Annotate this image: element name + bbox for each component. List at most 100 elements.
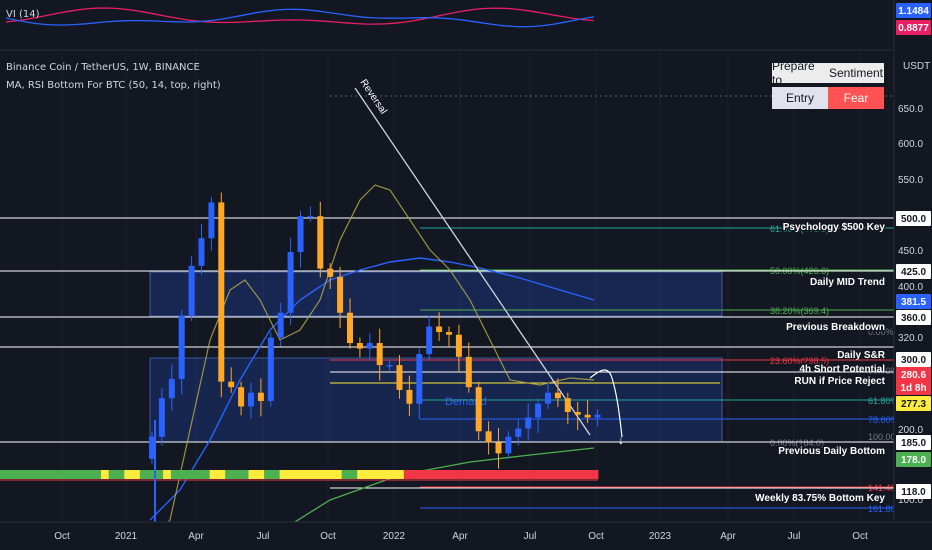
rsi-strip-seg-39	[302, 470, 312, 479]
rsi-strip-seg-42	[326, 470, 335, 479]
x-tick-5: 2022	[383, 531, 406, 542]
rsi-strip-seg-75	[582, 470, 591, 479]
rsi-strip-seg-22	[170, 470, 180, 479]
rsi-strip-seg-76	[590, 470, 599, 479]
sma-blue-line	[149, 257, 595, 521]
rsi-strip-seg-54	[419, 470, 428, 479]
rsi-strip-seg-32	[248, 470, 257, 479]
vi-indicator-label[interactable]: VI (14)	[6, 9, 40, 20]
price-badge-9: 277.3	[901, 399, 926, 410]
price-badge-11: 178.0	[901, 455, 926, 466]
rsi-strip-seg-8	[62, 470, 71, 479]
candle-1	[158, 398, 165, 437]
price-badge-bg-4	[896, 294, 931, 309]
price-badge-bg-8	[896, 380, 931, 395]
level-label-0: Psychology $500 Key	[783, 222, 886, 233]
candle-19	[337, 276, 344, 313]
rsi-strip-seg-44	[341, 470, 350, 479]
x-tick-9: 2023	[649, 531, 672, 542]
rsi-strip-seg-21	[163, 470, 172, 479]
fib-label-3: 23.60%(298.5)	[770, 356, 829, 366]
price-badge-bg-9	[896, 396, 931, 411]
candle-16	[307, 216, 314, 218]
candle-38	[525, 417, 532, 429]
y-tick-1: 600.0	[898, 139, 923, 150]
projection-arrow-path	[589, 369, 623, 438]
rsi-strip-seg-30	[233, 470, 242, 479]
candle-32	[465, 356, 472, 388]
rsi-strip-seg-13	[101, 470, 110, 479]
rsi-strip-seg-5	[38, 470, 47, 479]
rsi-strip-seg-1	[7, 470, 16, 479]
rsi-strip-seg-11	[85, 470, 94, 479]
rsi-strip-seg-26	[201, 470, 211, 479]
projection-arrow-head: ↓	[618, 433, 624, 447]
rsi-strip-seg-64	[497, 470, 506, 479]
fib-label-2: 38.20%(369.4)	[770, 306, 829, 316]
candle-12	[267, 337, 274, 401]
candle-31	[455, 334, 462, 357]
candle-25	[396, 365, 403, 390]
price-badge-bg-3	[896, 264, 931, 279]
sentiment-value-entry: Entry	[772, 87, 828, 109]
level-label-4: 4h Short Potential	[799, 364, 885, 375]
candle-23	[376, 343, 383, 366]
price-badge-7: 280.6	[901, 370, 926, 381]
x-tick-8: Oct	[588, 531, 604, 542]
fib-extra-label-0: 0.00%	[868, 327, 894, 337]
price-badge-10: 185.0	[901, 438, 926, 449]
price-badge-bg-12	[896, 484, 931, 499]
candle-44	[584, 414, 591, 418]
fib-label-8: 161.80%	[868, 504, 904, 514]
rsi-strip-seg-68	[528, 470, 537, 479]
level-label-2: Previous Breakdown	[786, 322, 885, 333]
price-badge-5: 360.0	[901, 313, 926, 324]
rsi-strip-seg-55	[427, 470, 436, 479]
rsi-strip-seg-4	[31, 470, 40, 479]
x-tick-3: Jul	[257, 531, 270, 542]
y-tick-2: 550.0	[898, 175, 923, 186]
price-badge-bg-10	[896, 435, 931, 450]
price-badge-8: 1d 8h	[900, 383, 926, 394]
price-badge-bg-1	[896, 20, 931, 35]
vi-minus-line	[5, 7, 595, 25]
rsi-strip-seg-35	[271, 470, 280, 479]
rsi-strip-seg-67	[520, 470, 529, 479]
price-badge-12: 118.0	[901, 487, 926, 498]
x-tick-7: Jul	[524, 531, 537, 542]
x-tick-4: Oct	[320, 531, 336, 542]
rsi-strip-seg-15	[116, 470, 125, 479]
candle-21	[356, 343, 363, 349]
rsi-strip-seg-2	[15, 470, 24, 479]
y-tick-4: 400.0	[898, 282, 923, 293]
candle-2	[168, 378, 175, 399]
y-tick-3: 450.0	[898, 246, 923, 257]
rsi-strip-seg-51	[396, 470, 405, 479]
fib-extra-label-1: 50.00%	[868, 366, 899, 376]
candle-3	[178, 315, 185, 379]
candle-39	[535, 403, 542, 418]
candle-5	[198, 238, 205, 266]
rsi-strip-seg-60	[466, 470, 475, 479]
indicator-title[interactable]: MA, RSI Bottom For BTC (50, 14, top, rig…	[6, 80, 221, 91]
candle-11	[257, 392, 264, 401]
fib-extra-label-2: 100.00%	[868, 432, 904, 442]
rsi-strip-seg-27	[209, 470, 218, 479]
rsi-strip-seg-59	[458, 470, 467, 479]
sentiment-header-sentiment: Sentiment	[828, 66, 884, 80]
rsi-strip-seg-63	[489, 470, 498, 479]
rsi-strip-seg-3	[23, 470, 32, 479]
rsi-strip-seg-6	[46, 470, 55, 479]
rsi-strip-seg-38	[295, 470, 304, 479]
candle-30	[446, 332, 452, 335]
candle-13	[277, 312, 284, 338]
candle-9	[238, 387, 245, 407]
rsi-strip-seg-36	[279, 470, 288, 479]
symbol-title[interactable]: Binance Coin / TetherUS, 1W, BINANCE	[6, 62, 200, 73]
rsi-strip-seg-52	[403, 470, 412, 479]
price-badge-3: 425.0	[901, 267, 926, 278]
rsi-strip-seg-9	[69, 470, 79, 479]
fib-label-5: 78.60%	[868, 415, 899, 425]
rsi-strip-seg-24	[186, 470, 195, 479]
